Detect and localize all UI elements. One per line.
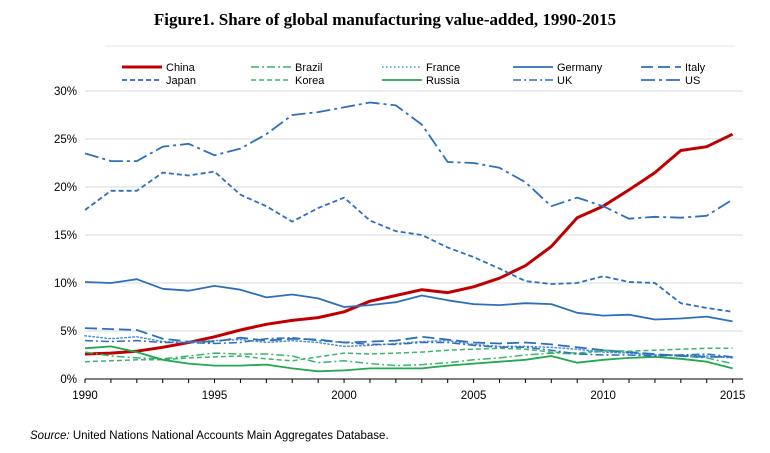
- legend-item-russia: Russia: [382, 75, 461, 87]
- legend-item-japan: Japan: [122, 75, 196, 87]
- source-text: United Nations National Accounts Main Ag…: [69, 430, 389, 442]
- series-line-korea: [84, 347, 733, 363]
- series-line-china: [84, 132, 734, 356]
- x-tick-label: 2005: [461, 390, 487, 402]
- legend-item-italy: Italy: [641, 62, 706, 74]
- x-tick-label: 2000: [331, 390, 357, 402]
- y-tick-label: 0%: [60, 374, 77, 386]
- y-tick-label: 10%: [54, 278, 77, 290]
- series-line-japan: [84, 170, 733, 313]
- legend-label: Italy: [685, 62, 706, 74]
- legend-item-brazil: Brazil: [251, 62, 323, 74]
- y-tick-label: 30%: [54, 86, 77, 98]
- legend-label: Germany: [557, 62, 603, 74]
- series-line-germany: [84, 278, 733, 323]
- legend-label: China: [166, 62, 196, 74]
- legend: China Brazil France Germany Italy Japan Korea R…: [105, 45, 735, 87]
- series-line-us: [84, 101, 734, 220]
- axes: 0% 5% 10% 15% 20% 25% 30% 1990 1995 2000 2005 2010 2…: [54, 86, 745, 402]
- legend-label: France: [426, 62, 460, 74]
- series-line-uk: [84, 336, 733, 358]
- y-tick-label: 25%: [54, 134, 77, 146]
- legend-label: Russia: [426, 75, 461, 87]
- x-tick-label: 1995: [202, 390, 228, 402]
- y-tick-label: 15%: [54, 230, 77, 242]
- chart-title: Figure1. Share of global manufacturing v…: [153, 10, 617, 29]
- series-line-brazil: [84, 350, 733, 367]
- series-line-russia: [84, 345, 733, 373]
- legend-item-france: France: [382, 62, 460, 74]
- legend-item-uk: UK: [513, 75, 573, 87]
- source-label: Source:: [30, 430, 70, 442]
- legend-label: US: [685, 75, 700, 87]
- series-line-italy: [84, 327, 733, 358]
- legend-item-germany: Germany: [513, 62, 603, 74]
- legend-item-korea: Korea: [251, 75, 325, 87]
- legend-label: Brazil: [295, 62, 323, 74]
- source-note: Source: United Nations National Accounts…: [30, 430, 389, 442]
- legend-label: UK: [557, 75, 573, 87]
- x-tick-label: 2010: [590, 390, 616, 402]
- y-tick-label: 5%: [60, 326, 77, 338]
- x-tick-label: 1990: [72, 390, 98, 402]
- legend-item-china: China: [122, 62, 196, 74]
- x-tick-label: 2015: [720, 390, 746, 402]
- series-lines: [84, 101, 734, 373]
- legend-label: Japan: [166, 75, 196, 87]
- legend-item-us: US: [641, 75, 700, 87]
- gridlines: [85, 90, 743, 332]
- legend-label: Korea: [295, 75, 325, 87]
- y-tick-label: 20%: [54, 182, 77, 194]
